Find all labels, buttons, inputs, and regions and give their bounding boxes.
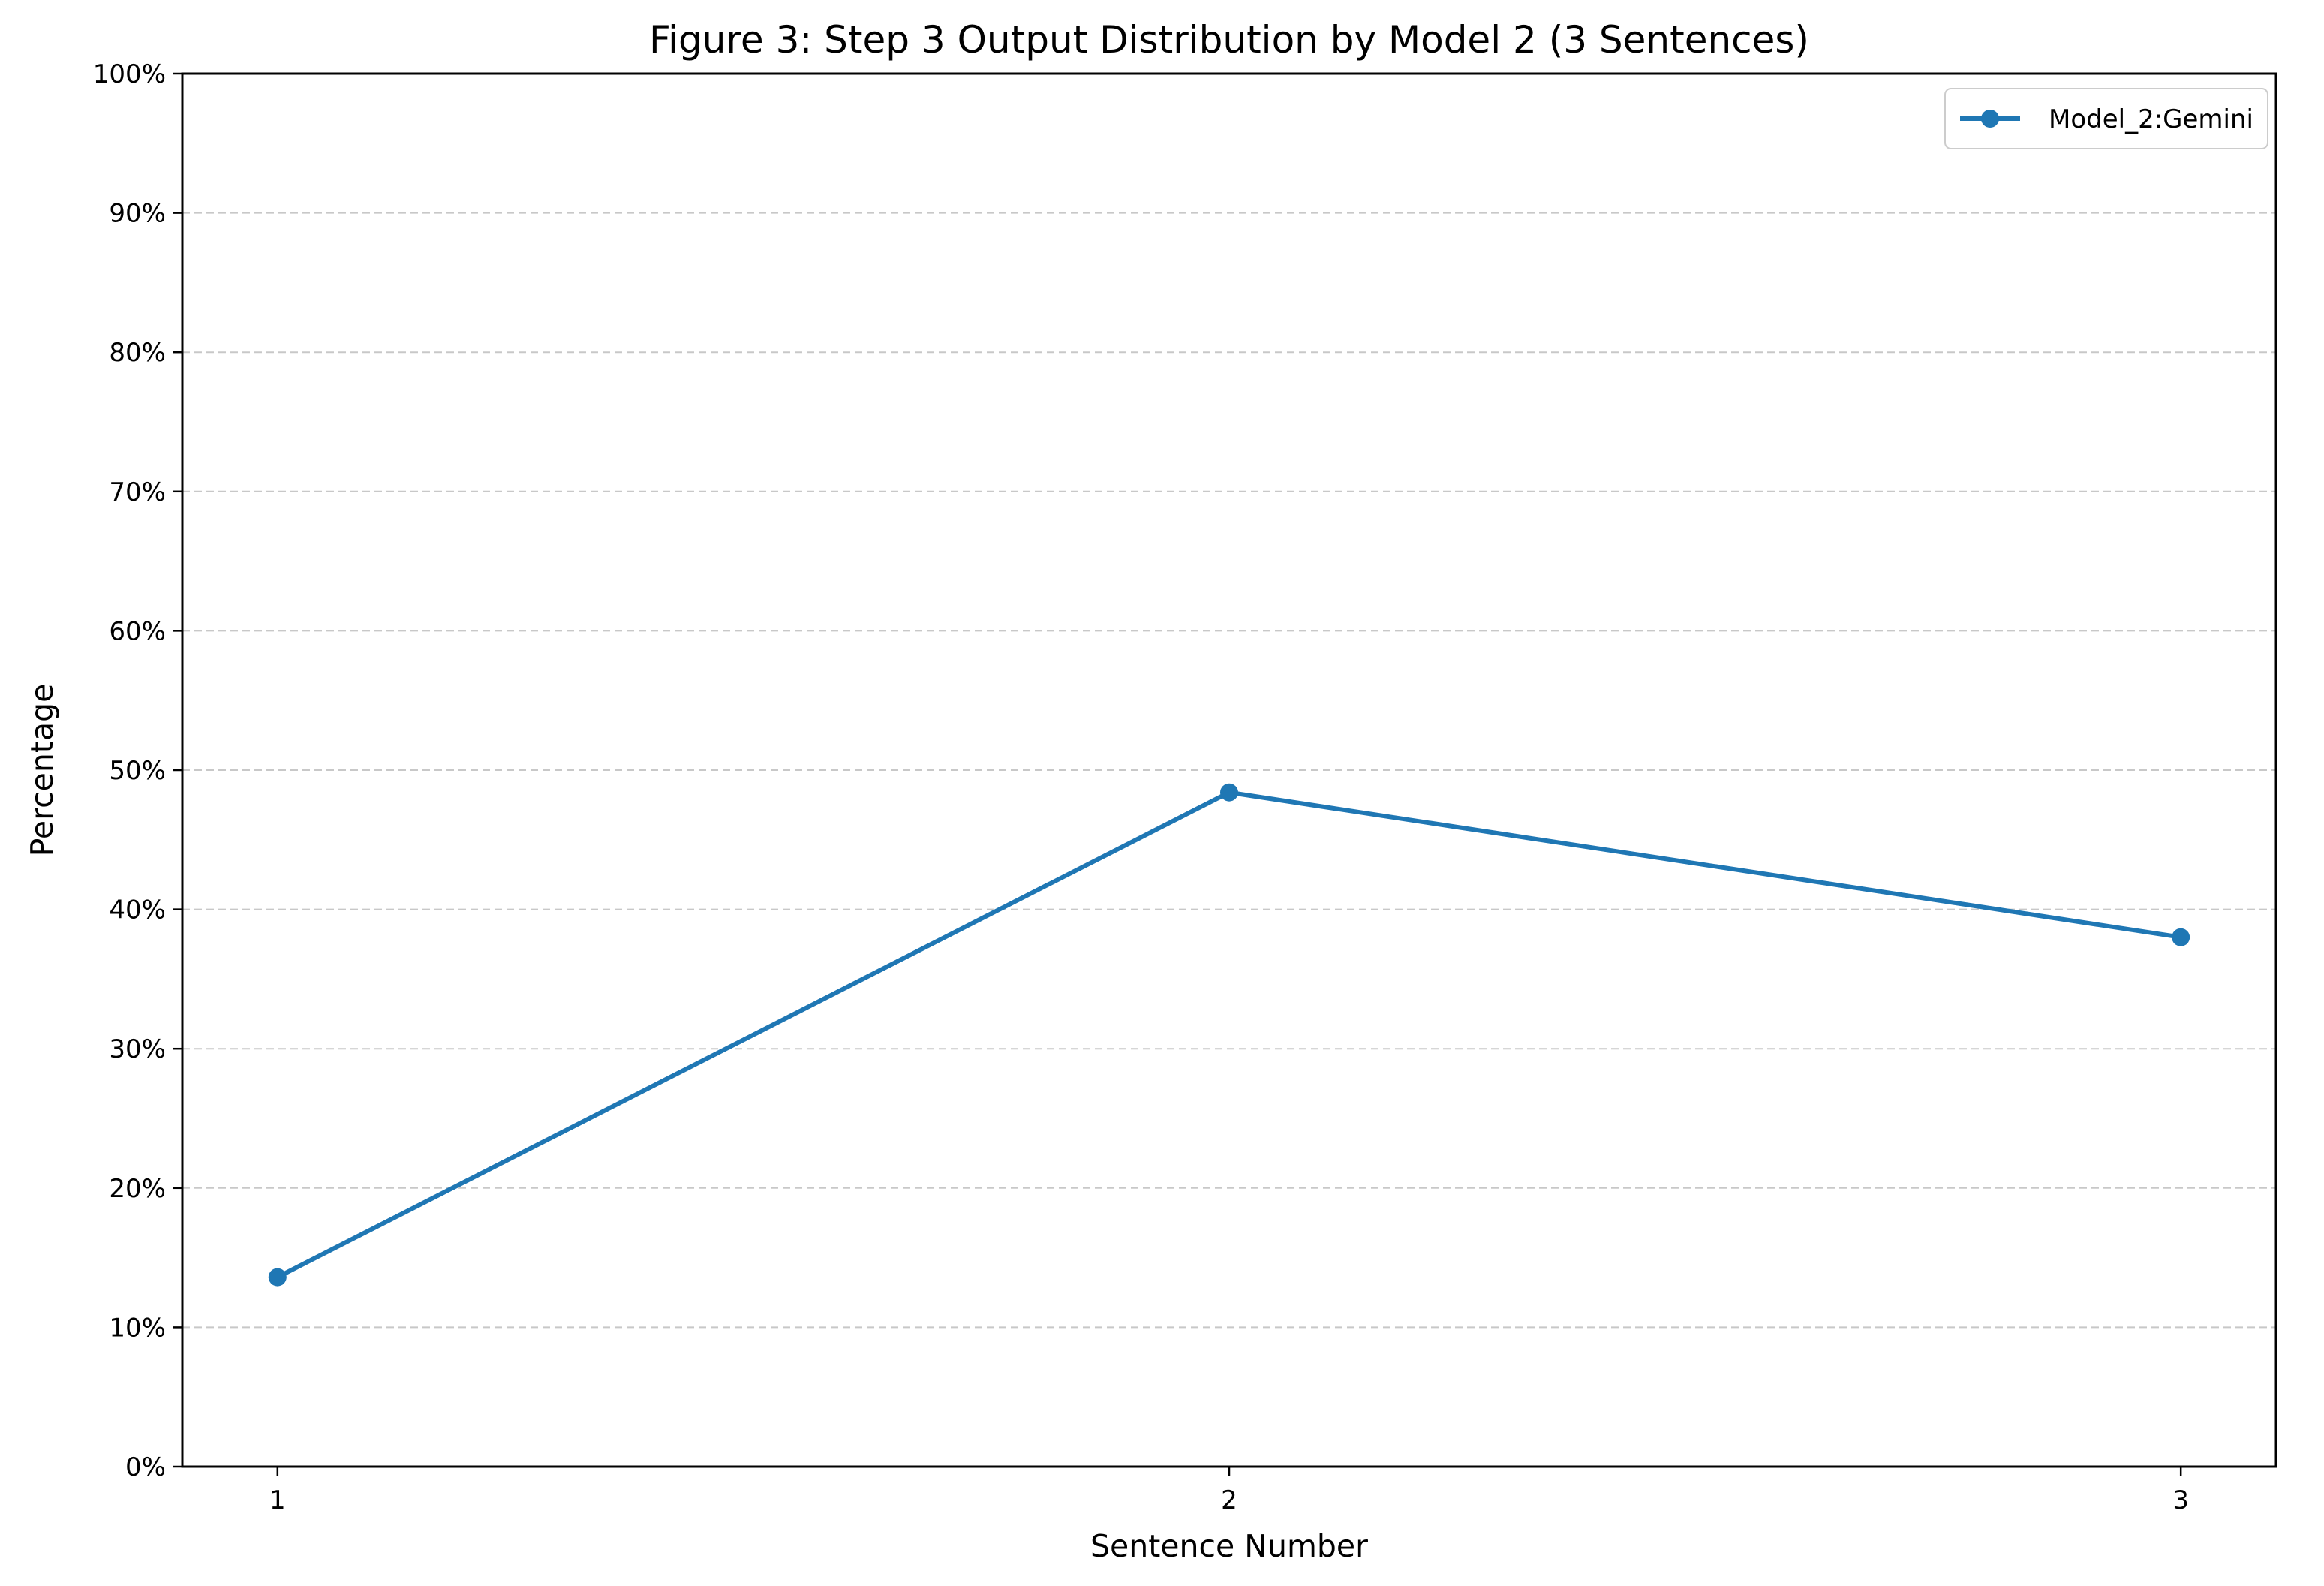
chart-title: Figure 3: Step 3 Output Distribution by … <box>649 18 1809 62</box>
x-tick-label: 1 <box>269 1485 286 1515</box>
y-tick-label: 60% <box>109 616 166 646</box>
y-axis-label: Percentage <box>24 684 60 857</box>
y-tick-label: 70% <box>109 477 166 507</box>
y-axis-ticks: 0% 10% 20% 30% 40% 50% 60% 70% 80% 90% 100% <box>93 59 182 1482</box>
legend-box <box>1944 88 2268 149</box>
y-tick-label: 40% <box>109 895 166 925</box>
x-tick-label: 2 <box>1221 1485 1237 1515</box>
y-tick-label: 100% <box>93 59 166 89</box>
data-point <box>268 1268 287 1287</box>
data-point <box>1220 783 1238 802</box>
gridlines <box>182 212 2276 1329</box>
legend-label: Model_2:Gemini <box>2049 104 2253 134</box>
y-tick-label: 30% <box>109 1034 166 1064</box>
x-axis-ticks: 1 2 3 <box>269 1467 2189 1515</box>
x-tick-label: 3 <box>2172 1485 2189 1515</box>
y-tick-label: 50% <box>109 756 166 786</box>
legend: Model_2:Gemini <box>1944 88 2268 149</box>
y-tick-label: 20% <box>109 1174 166 1204</box>
y-tick-label: 90% <box>109 199 166 229</box>
y-tick-label: 80% <box>109 338 166 368</box>
data-point <box>2172 928 2190 946</box>
x-axis-label: Sentence Number <box>1090 1528 1368 1564</box>
series-points <box>268 783 2190 1287</box>
y-tick-label: 10% <box>109 1313 166 1343</box>
legend-marker-swatch <box>1981 110 1999 128</box>
y-tick-label: 0% <box>125 1452 166 1482</box>
